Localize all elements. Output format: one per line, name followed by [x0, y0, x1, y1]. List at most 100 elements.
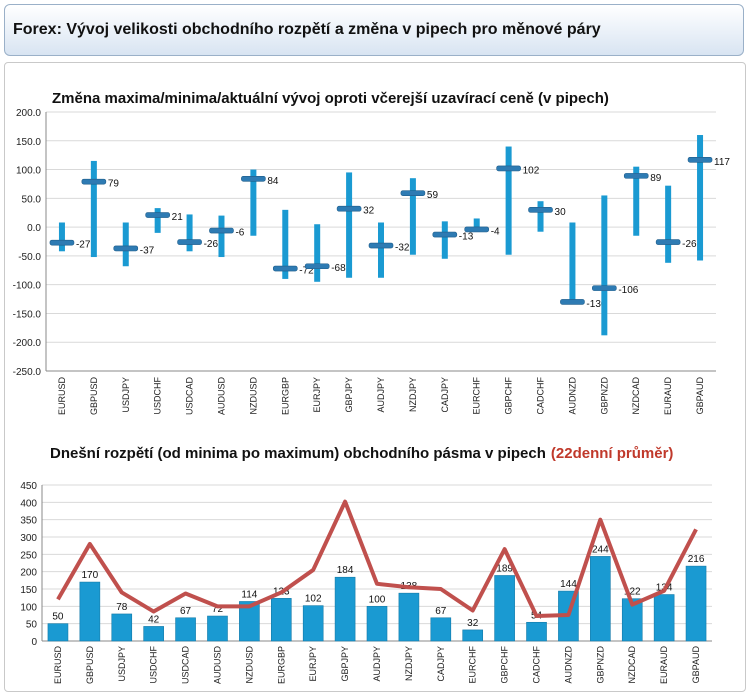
chart2-data-label: 114: [241, 589, 257, 600]
chart1-x-tick-label: NZDCAD: [631, 377, 641, 415]
chart2-x-tick-label: GBPAUD: [691, 646, 701, 684]
chart2-data-label: 144: [560, 579, 577, 590]
chart2-bar: [143, 626, 164, 642]
chart1-x-tick-label: AUDNZD: [567, 377, 577, 415]
chart2-bar: [526, 621, 547, 642]
chart1-range-bar: [186, 214, 193, 252]
chart2-bar: [430, 617, 452, 642]
chart1-y-tick-label: -50.0: [18, 252, 41, 263]
chart1-range-bar: [697, 135, 704, 261]
chart1-data-label: 32: [363, 206, 375, 217]
chart1-y-tick-label: 100.0: [16, 166, 41, 177]
chart2-data-label: 189: [496, 563, 513, 574]
chart2-x-tick-label: GBPJPY: [340, 646, 350, 682]
chart2-data-label: 42: [148, 614, 160, 625]
chart1-data-label: -68: [331, 263, 346, 274]
chart1-current-marker: [304, 263, 330, 270]
chart1-data-label: 21: [172, 212, 184, 223]
chart1-range-bar: [409, 178, 416, 255]
chart2-y-tick-label: 300: [20, 533, 37, 544]
chart1-current-marker: [336, 205, 362, 212]
chart1-plot: 200.0 150.0 100.0 50.0 0.0 -50.0 -100.0 -150.0 -…: [13, 108, 731, 415]
chart1-y-tick-label: 200.0: [16, 108, 41, 119]
chart1-data-label: -13: [459, 232, 474, 243]
chart2-data-label: 244: [592, 544, 609, 555]
chart2-x-tick-label: EURGBP: [276, 646, 286, 684]
chart2-y-tick-label: 400: [20, 498, 37, 509]
chart1-current-marker: [528, 207, 553, 213]
chart1-x-tick-label: GBPNZD: [599, 377, 609, 415]
chart2-data-label: 122: [624, 587, 641, 598]
chart2-x-tick-label: NZDJPY: [404, 646, 414, 681]
chart2-bar: [494, 575, 515, 642]
chart2-y-tick-label: 200: [20, 568, 37, 579]
chart1-x-tick-label: NZDUSD: [248, 377, 258, 415]
chart2-title-highlight: (22denní průměr): [551, 445, 674, 462]
chart1-x-tick-label: EURAUD: [663, 377, 673, 416]
chart1-range-bar: [665, 185, 672, 263]
chart2-data-label: 32: [467, 618, 479, 629]
chart1-range-bar: [90, 160, 97, 258]
chart2-bar: [462, 629, 484, 642]
chart1-current-marker: [560, 299, 585, 305]
chart1-range-bar: [314, 224, 321, 282]
chart1-range-bar: [569, 222, 576, 304]
chart1-x-tick-label: GBPCHF: [504, 377, 514, 415]
chart2-y-tick-label: 100: [20, 602, 37, 613]
chart1-current-marker: [623, 173, 649, 179]
chart1-x-tick-label: USDCAD: [185, 377, 195, 416]
chart2-x-tick-label: USDCAD: [181, 646, 191, 685]
chart1-range-bar: [154, 208, 161, 233]
chart2-bar: [239, 601, 260, 642]
chart2-data-label: 216: [688, 554, 705, 565]
chart1-x-tick-label: AUDUSD: [216, 377, 226, 416]
page-header: Forex: Vývoj velikosti obchodního rozpět…: [4, 4, 744, 56]
chart1-current-marker: [655, 239, 681, 245]
chart2-bar: [79, 581, 101, 642]
chart1-x-tick-label: CADJPY: [440, 377, 450, 413]
chart2-x-tick-label: EURAUD: [659, 646, 669, 685]
chart1-current-marker: [177, 239, 202, 245]
chart1-data-label: -27: [76, 240, 91, 251]
chart1-data-label: 30: [555, 207, 567, 218]
chart1-current-marker: [464, 226, 490, 233]
chart2-x-tick-label: GBPNZD: [595, 646, 605, 684]
chart2-data-label: 184: [337, 565, 354, 576]
chart1-current-marker: [241, 175, 266, 182]
chart1-x-tick-label: USDCHF: [153, 376, 163, 414]
chart2-data-label: 78: [116, 602, 128, 613]
chart2-bar: [175, 617, 196, 642]
chart1-current-marker: [81, 178, 107, 185]
chart1-data-label: 59: [427, 190, 439, 201]
chart1-current-marker: [687, 156, 713, 163]
chart1-y-tick-label: 0.0: [27, 223, 41, 234]
chart2-data-label: 100: [369, 594, 386, 605]
chart1-y-tick-label: 50.0: [22, 194, 42, 205]
chart1-data-label: 89: [650, 173, 662, 184]
chart2-x-tick-label: EURJPY: [308, 646, 318, 682]
chart2-data-label: 72: [212, 604, 224, 615]
chart1-current-marker: [432, 231, 458, 238]
chart1-current-marker: [145, 212, 170, 218]
chart1-x-tick-label: EURUSD: [57, 377, 67, 416]
chart1-y-tick-label: -100.0: [13, 281, 42, 292]
chart2-y-tick-label: 50: [26, 620, 38, 631]
chart1-current-marker: [49, 239, 75, 246]
chart1-current-marker: [496, 165, 521, 172]
chart2-bar: [621, 598, 643, 642]
chart1-range-bar: [537, 201, 544, 232]
chart1-data-label: -4: [491, 226, 500, 237]
chart1-x-tick-label: GBPJPY: [344, 377, 354, 413]
chart2-x-tick-label: GBPUSD: [85, 646, 95, 685]
chart2-data-label: 50: [52, 612, 64, 623]
chart2-x-tick-label: USDJPY: [117, 646, 127, 682]
chart1-range-bar: [346, 172, 353, 278]
chart1-y-tick-label: -150.0: [13, 309, 42, 320]
chart2-data-label: 170: [82, 570, 99, 581]
chart2-plot: 450 400 350 300 250 200 150 100 50 0 50 EURUSD 170 GB…: [20, 481, 712, 684]
chart2-y-tick-label: 350: [20, 516, 37, 527]
chart1-range-bar: [58, 222, 65, 252]
chart1-current-marker: [209, 227, 234, 234]
chart2-x-tick-label: AUDUSD: [212, 646, 222, 685]
